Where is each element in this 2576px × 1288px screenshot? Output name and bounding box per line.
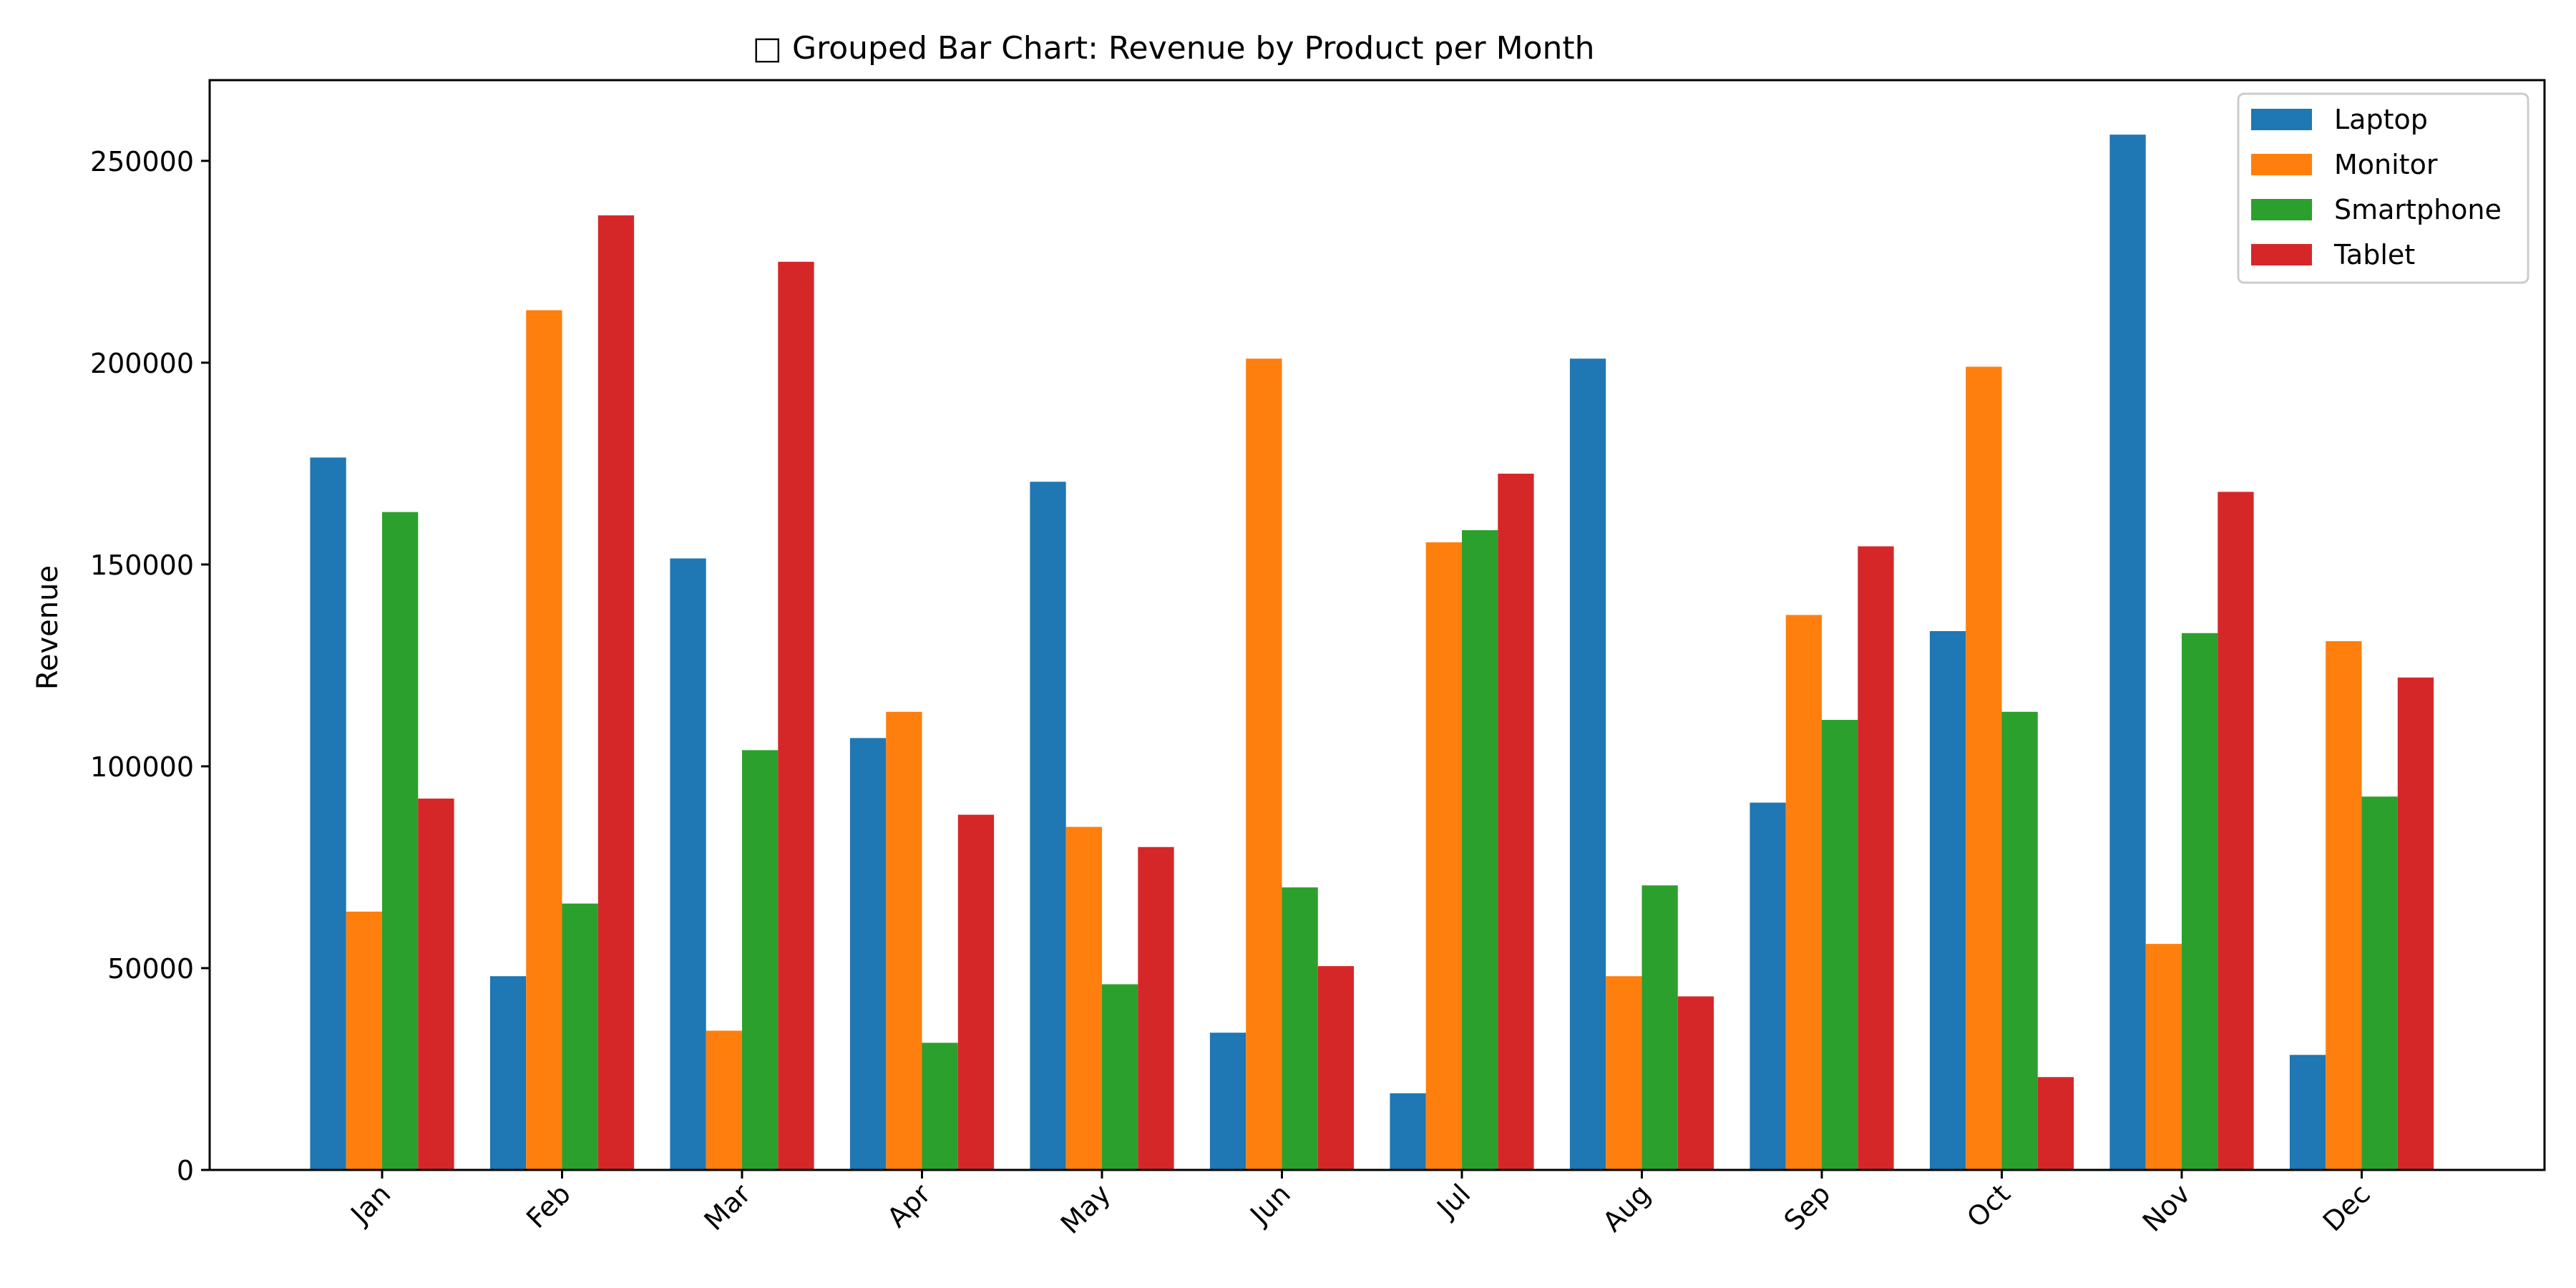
bar-laptop-sep xyxy=(1750,802,1786,1170)
y-axis-label: Revenue xyxy=(31,565,64,690)
bar-smartphone-oct xyxy=(2001,711,2038,1170)
x-tick-label: Aug xyxy=(1596,1178,1657,1238)
bar-monitor-dec xyxy=(2326,641,2362,1170)
x-tick-label: Apr xyxy=(881,1178,937,1234)
bar-tablet-aug xyxy=(1677,996,1714,1170)
bar-monitor-nov xyxy=(2145,944,2182,1170)
bar-tablet-sep xyxy=(1858,546,1894,1170)
bar-laptop-nov xyxy=(2109,135,2146,1170)
legend-box xyxy=(2237,92,2529,284)
bar-smartphone-sep xyxy=(1822,720,1858,1170)
bar-laptop-aug xyxy=(1569,358,1606,1171)
x-tick-label: Oct xyxy=(1961,1178,2016,1234)
bar-smartphone-dec xyxy=(2361,796,2398,1170)
bar-smartphone-may xyxy=(1102,984,1138,1170)
x-tick-label: Mar xyxy=(698,1178,757,1236)
bar-tablet-jul xyxy=(1498,473,1534,1170)
legend-swatch-tablet xyxy=(2251,244,2312,265)
bar-smartphone-mar xyxy=(742,750,779,1170)
legend-swatch-laptop xyxy=(2251,109,2312,130)
bar-tablet-nov xyxy=(2218,492,2254,1170)
x-tick-label: Sep xyxy=(1778,1178,1837,1236)
bar-tablet-mar xyxy=(778,261,814,1171)
legend-label-laptop: Laptop xyxy=(2334,104,2428,135)
bar-smartphone-jul xyxy=(1462,530,1498,1170)
bar-tablet-jan xyxy=(418,799,454,1170)
y-axis: 0 50000 100000 150000 200000 250000 xyxy=(90,146,210,1186)
y-tick-label: 250000 xyxy=(90,146,194,177)
bar-smartphone-apr xyxy=(922,1043,958,1170)
y-tick-label: 0 xyxy=(177,1155,194,1186)
bar-laptop-jun xyxy=(1209,1033,1246,1170)
bar-smartphone-feb xyxy=(562,903,598,1170)
bar-laptop-feb xyxy=(489,976,527,1170)
y-tick-label: 100000 xyxy=(90,751,194,783)
x-tick-label: Feb xyxy=(520,1178,577,1234)
y-tick-label: 50000 xyxy=(107,953,194,985)
bar-monitor-mar xyxy=(706,1030,742,1170)
bar-laptop-mar xyxy=(670,558,706,1170)
bar-smartphone-nov xyxy=(2182,633,2218,1170)
x-tick-label: Nov xyxy=(2137,1178,2197,1238)
bar-laptop-jul xyxy=(1390,1093,1426,1170)
legend-label-smartphone: Smartphone xyxy=(2334,194,2502,225)
bar-tablet-jun xyxy=(1317,966,1355,1170)
bar-monitor-jun xyxy=(1246,358,1282,1171)
bar-smartphone-jan xyxy=(382,512,419,1170)
chart-title: □ Grouped Bar Chart: Revenue by Product … xyxy=(752,30,1594,67)
bar-tablet-apr xyxy=(957,814,995,1170)
legend-swatch-smartphone xyxy=(2251,199,2312,220)
x-tick-label: Dec xyxy=(2317,1178,2376,1237)
bar-monitor-apr xyxy=(886,711,922,1170)
legend-swatch-monitor xyxy=(2251,154,2312,175)
bar-smartphone-jun xyxy=(1282,887,1318,1170)
bar-monitor-aug xyxy=(1606,976,1642,1170)
y-tick-label: 200000 xyxy=(90,348,194,379)
bar-tablet-dec xyxy=(2397,677,2434,1170)
bar-laptop-may xyxy=(1030,482,1066,1170)
x-tick-label: Jun xyxy=(1243,1178,1297,1231)
bar-laptop-apr xyxy=(849,738,887,1170)
legend-label-tablet: Tablet xyxy=(2333,239,2415,270)
bar-laptop-jan xyxy=(310,457,346,1170)
legend-label-monitor: Monitor xyxy=(2334,149,2438,180)
bars-layer xyxy=(310,135,2434,1171)
bar-tablet-may xyxy=(1138,847,1174,1170)
x-tick-label: Jan xyxy=(343,1178,396,1231)
bar-tablet-feb xyxy=(597,215,635,1171)
bar-smartphone-aug xyxy=(1641,885,1678,1170)
bar-monitor-may xyxy=(1065,826,1102,1170)
x-axis: Jan Feb Mar Apr May Jun Jul Aug Sep Oct Nov Dec xyxy=(343,1170,2376,1240)
bar-monitor-oct xyxy=(1966,366,2002,1170)
bar-monitor-feb xyxy=(526,310,562,1170)
bar-monitor-jan xyxy=(346,911,382,1170)
bar-tablet-oct xyxy=(2037,1077,2074,1170)
bar-monitor-jul xyxy=(1425,542,1462,1170)
bar-monitor-sep xyxy=(1785,615,1822,1170)
bar-laptop-dec xyxy=(2289,1055,2326,1170)
legend: Laptop Monitor Smartphone Tablet xyxy=(2237,92,2529,284)
y-tick-label: 150000 xyxy=(90,550,194,581)
plot-frame xyxy=(208,79,2546,1171)
x-tick-label: Jul xyxy=(1430,1178,1476,1224)
x-tick-label: May xyxy=(1055,1178,1117,1240)
bar-laptop-oct xyxy=(1929,630,1966,1170)
